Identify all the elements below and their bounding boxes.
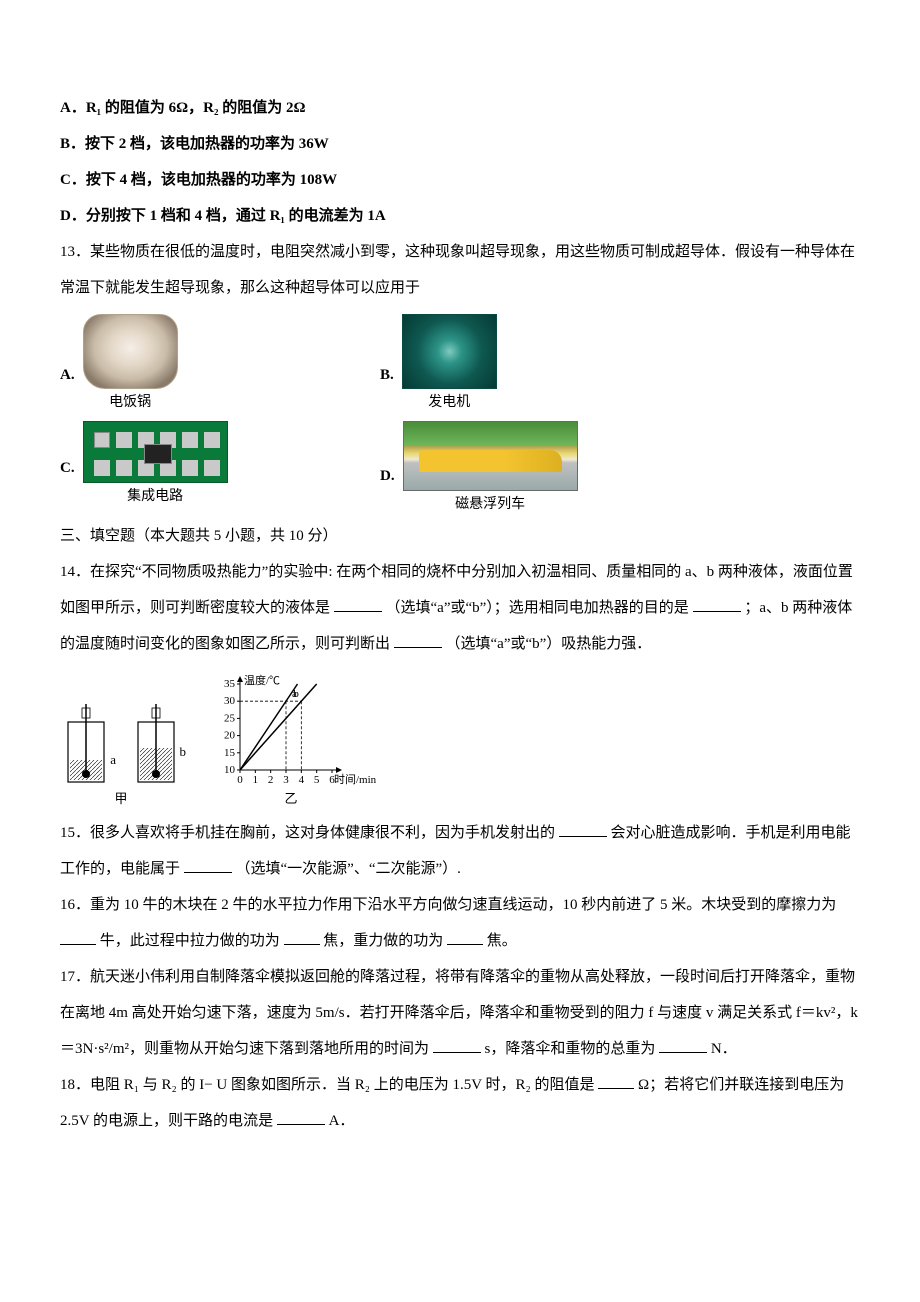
svg-text:15: 15 <box>224 747 236 759</box>
option-label: A. <box>60 357 75 393</box>
text: 16．重为 10 牛的木块在 2 牛的水平拉力作用下沿水平方向做匀速直线运动，1… <box>60 897 836 913</box>
figure-block: 集成电路 <box>83 421 228 507</box>
label: b <box>180 745 187 758</box>
maglev-train-icon <box>403 421 578 491</box>
q18-text: 18．电阻 R₁ 与 R₂ 的 I− U 图象如图所示．当 R₂ 上的电压为 1… <box>60 1067 860 1139</box>
svg-text:0: 0 <box>237 774 243 786</box>
caption: 集成电路 <box>127 487 183 507</box>
q14-text: 14．在探究“不同物质吸热能力”的实验中: 在两个相同的烧杯中分别加入初温相同、… <box>60 554 860 662</box>
text: 13．某些物质在很低的温度时，电阻突然减小到零，这种现象叫超导现象，用这些物质可… <box>60 244 855 296</box>
figure-block: 磁悬浮列车 <box>403 421 578 515</box>
q13-option-d: D. 磁悬浮列车 <box>380 421 578 515</box>
svg-text:b: b <box>293 688 299 700</box>
q12-option-b: B．按下 2 档，该电加热器的功率为 36W <box>60 126 860 162</box>
beaker-a-icon: a <box>60 702 112 790</box>
blank <box>394 633 442 648</box>
text: A．R₁ 的阻值为 6Ω，R₂ 的阻值为 2Ω <box>60 100 306 116</box>
rice-cooker-icon <box>83 314 178 389</box>
text: （选填“a”或“b”）吸热能力强． <box>446 636 652 652</box>
svg-text:30: 30 <box>224 695 236 707</box>
q12-option-a: A．R₁ 的阻值为 6Ω，R₂ 的阻值为 2Ω <box>60 90 860 126</box>
text: （选填“一次能源”、“二次能源”）. <box>236 861 461 877</box>
blank <box>433 1038 481 1053</box>
svg-text:4: 4 <box>299 774 305 786</box>
q14-chart: 1015202530350123456ab温度/℃时间/min 乙 <box>206 670 376 805</box>
text: A． <box>329 1113 355 1129</box>
blank <box>693 597 741 612</box>
blank <box>334 597 382 612</box>
svg-text:20: 20 <box>224 730 236 742</box>
text: s，降落伞和重物的总重为 <box>485 1041 656 1057</box>
line-chart-icon: 1015202530350123456ab温度/℃时间/min <box>206 670 376 790</box>
text: 18．电阻 R₁ 与 R₂ 的 I− U 图象如图所示．当 R₂ 上的电压为 1… <box>60 1077 595 1093</box>
blank <box>277 1110 325 1125</box>
label: a <box>110 753 116 766</box>
option-label: C. <box>60 450 75 486</box>
svg-text:3: 3 <box>283 774 289 786</box>
circuit-board-icon <box>83 421 228 483</box>
svg-text:温度/℃: 温度/℃ <box>244 673 280 687</box>
text: 焦，重力做的功为 <box>323 933 443 949</box>
option-label: B. <box>380 357 394 393</box>
option-label: D. <box>380 458 395 494</box>
text: 15．很多人喜欢将手机挂在胸前，这对身体健康很不利，因为手机发射出的 <box>60 825 555 841</box>
figure-block: 发电机 <box>402 314 497 413</box>
generator-icon <box>402 314 497 389</box>
q15-text: 15．很多人喜欢将手机挂在胸前，这对身体健康很不利，因为手机发射出的 会对心脏造… <box>60 815 860 887</box>
caption: 电饭锅 <box>109 393 151 413</box>
q14-figures: a b 甲 1015202530350123456ab温度/℃时间/min 乙 <box>60 670 860 805</box>
section-3-header: 三、填空题（本大题共 5 小题，共 10 分） <box>60 518 860 554</box>
text: D．分别按下 1 档和 4 档，通过 R₁ 的电流差为 1A <box>60 208 386 224</box>
svg-text:5: 5 <box>314 774 320 786</box>
text: 三、填空题（本大题共 5 小题，共 10 分） <box>60 528 338 544</box>
caption: 甲 <box>60 792 182 805</box>
caption: 发电机 <box>428 393 470 413</box>
q12-option-d: D．分别按下 1 档和 4 档，通过 R₁ 的电流差为 1A <box>60 198 860 234</box>
text: 焦。 <box>487 933 517 949</box>
text: C．按下 4 档，该电加热器的功率为 108W <box>60 172 337 188</box>
caption: 磁悬浮列车 <box>455 495 525 515</box>
beakers-figure: a b 甲 <box>60 702 182 805</box>
text: N． <box>711 1041 737 1057</box>
svg-text:2: 2 <box>268 774 274 786</box>
blank <box>60 930 96 945</box>
blank <box>284 930 320 945</box>
q13-option-a: A. 电饭锅 <box>60 314 380 413</box>
text: 牛，此过程中拉力做的功为 <box>100 933 280 949</box>
blank <box>659 1038 707 1053</box>
blank <box>184 858 232 873</box>
q12-option-c: C．按下 4 档，该电加热器的功率为 108W <box>60 162 860 198</box>
svg-text:35: 35 <box>224 678 236 690</box>
beaker-b-icon: b <box>130 702 182 790</box>
q17-text: 17．航天迷小伟利用自制降落伞模拟返回舱的降落过程，将带有降落伞的重物从高处释放… <box>60 959 860 1067</box>
svg-text:时间/min: 时间/min <box>334 773 376 786</box>
svg-text:10: 10 <box>224 764 236 776</box>
q13-row-1: A. 电饭锅 B. 发电机 <box>60 314 860 413</box>
q13-option-b: B. 发电机 <box>380 314 497 413</box>
svg-text:1: 1 <box>253 774 259 786</box>
q13-stem: 13．某些物质在很低的温度时，电阻突然减小到零，这种现象叫超导现象，用这些物质可… <box>60 234 860 306</box>
blank <box>447 930 483 945</box>
figure-block: 电饭锅 <box>83 314 178 413</box>
text: （选填“a”或“b”）；选用相同电加热器的目的是 <box>386 600 689 616</box>
q13-row-2: C. 集成电路 D. 磁悬浮列车 <box>60 421 860 515</box>
q16-text: 16．重为 10 牛的木块在 2 牛的水平拉力作用下沿水平方向做匀速直线运动，1… <box>60 887 860 959</box>
blank <box>559 822 607 837</box>
caption: 乙 <box>284 792 297 805</box>
svg-text:25: 25 <box>224 713 236 725</box>
q13-option-c: C. 集成电路 <box>60 421 380 507</box>
text: B．按下 2 档，该电加热器的功率为 36W <box>60 136 329 152</box>
blank <box>598 1074 634 1089</box>
